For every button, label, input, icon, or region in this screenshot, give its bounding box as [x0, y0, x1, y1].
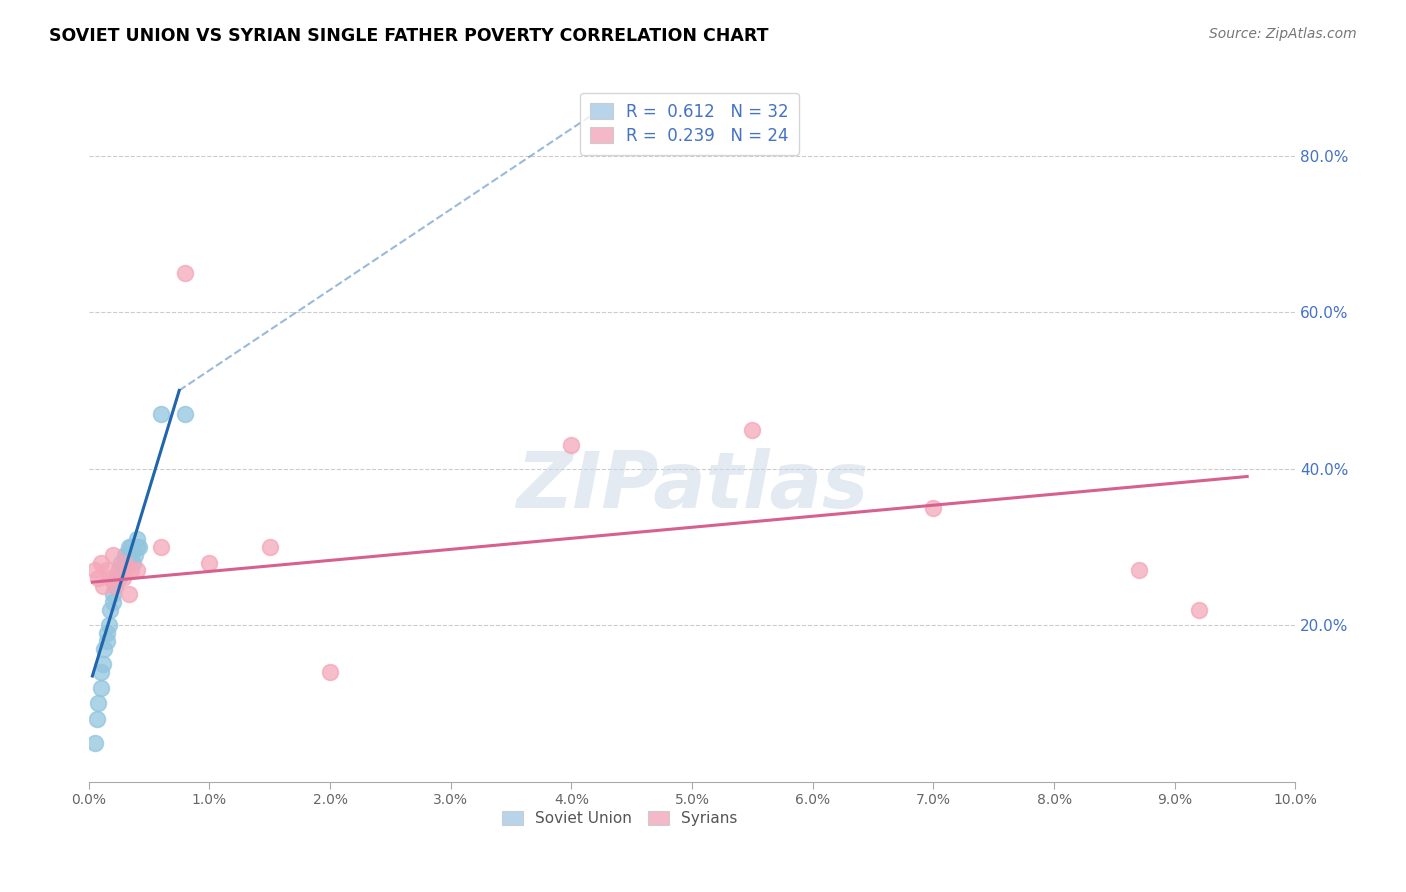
Point: [101, 548, 124, 562]
Point: [90, 665, 112, 679]
Point: [90, 681, 112, 695]
Point: [922, 500, 945, 515]
Point: [91, 657, 114, 672]
Point: [1128, 563, 1150, 577]
Point: [96, 563, 118, 577]
Point: [114, 548, 136, 562]
Point: [98, 618, 121, 632]
Point: [110, 556, 132, 570]
Point: [741, 423, 763, 437]
Point: [96, 626, 118, 640]
Point: [198, 556, 221, 570]
Text: Source: ZipAtlas.com: Source: ZipAtlas.com: [1209, 27, 1357, 41]
Point: [108, 571, 131, 585]
Point: [125, 532, 148, 546]
Point: [174, 407, 197, 421]
Point: [114, 556, 136, 570]
Text: ZIPatlas: ZIPatlas: [516, 448, 869, 524]
Point: [1188, 602, 1211, 616]
Point: [86, 712, 108, 726]
Point: [83, 735, 105, 749]
Point: [117, 540, 139, 554]
Point: [93, 641, 115, 656]
Point: [125, 563, 148, 577]
Text: SOVIET UNION VS SYRIAN SINGLE FATHER POVERTY CORRELATION CHART: SOVIET UNION VS SYRIAN SINGLE FATHER POV…: [49, 27, 769, 45]
Point: [83, 563, 105, 577]
Point: [87, 571, 110, 585]
Point: [125, 540, 148, 554]
Point: [104, 579, 127, 593]
Point: [100, 571, 122, 585]
Point: [117, 548, 139, 562]
Point: [150, 540, 173, 554]
Point: [111, 563, 134, 577]
Point: [560, 438, 582, 452]
Legend: Soviet Union, Syrians: Soviet Union, Syrians: [494, 803, 745, 834]
Point: [319, 665, 342, 679]
Point: [108, 563, 131, 577]
Point: [259, 540, 281, 554]
Point: [101, 595, 124, 609]
Point: [87, 697, 110, 711]
Point: [114, 556, 136, 570]
Point: [96, 633, 118, 648]
Point: [117, 587, 139, 601]
Point: [91, 579, 114, 593]
Point: [100, 602, 122, 616]
Point: [124, 548, 146, 562]
Point: [122, 556, 145, 570]
Point: [120, 548, 142, 562]
Point: [150, 407, 173, 421]
Point: [108, 563, 131, 577]
Point: [105, 571, 128, 585]
Point: [90, 556, 112, 570]
Point: [111, 571, 134, 585]
Point: [101, 587, 124, 601]
Point: [174, 266, 197, 280]
Point: [120, 540, 142, 554]
Point: [128, 540, 150, 554]
Point: [120, 563, 142, 577]
Point: [104, 579, 127, 593]
